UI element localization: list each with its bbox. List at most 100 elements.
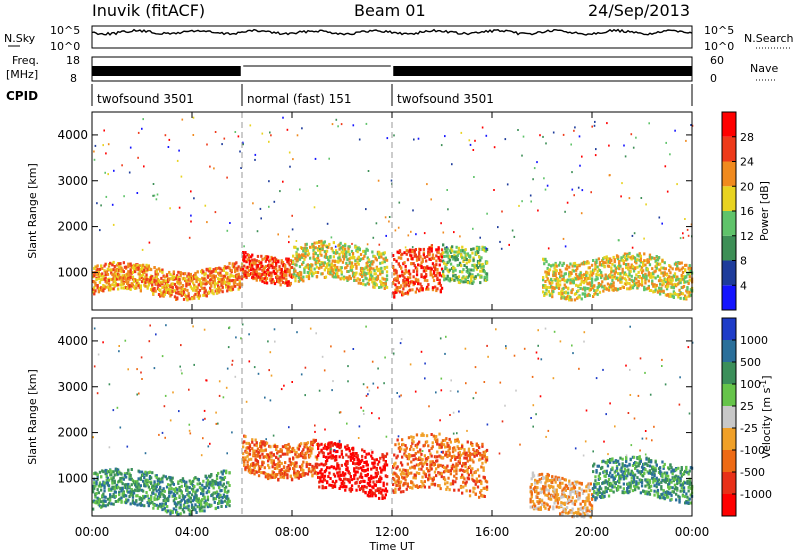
freq-right-tick-high: 60 <box>710 54 724 67</box>
xtick-label-0: 00:00 <box>75 525 110 539</box>
power-cbar-label-3: 16 <box>740 205 754 218</box>
power-cbar-seg-5 <box>722 161 736 187</box>
power-marks <box>92 112 694 310</box>
power-colorbar-label: Power [dB] <box>758 181 771 241</box>
xtick-label-1: 04:00 <box>175 525 210 539</box>
power-cbar-seg-7 <box>722 112 736 137</box>
power-ylabel: Slant Range [km] <box>26 163 39 259</box>
power-band-0 <box>92 260 244 302</box>
velocity-colorbar: 1000 500 100 25 -25 -100 -500 -1000 <box>721 317 772 517</box>
freq-left-tick-low: 8 <box>70 72 77 85</box>
freq-strip: 18 8 60 0 Freq. [MHz] Nave <box>6 54 778 85</box>
cpid-segment-label-0: twofsound 3501 <box>97 92 194 106</box>
freq-label-line2: [MHz] <box>6 68 38 81</box>
freq-left-tick-high: 18 <box>66 54 80 67</box>
time-xlabel: Time UT <box>368 540 414 553</box>
velocity-ytick-label-1: 2000 <box>57 426 88 440</box>
velocity-cbar-label-5: -100 <box>740 444 765 457</box>
noise-left-tick-low: 10^0 <box>50 40 80 53</box>
velocity-cbar-seg-6 <box>722 362 736 384</box>
cpid-row: twofsound 3501 normal (fast) 151 twofsound… <box>91 84 693 106</box>
velocity-band-5 <box>592 455 694 505</box>
noise-trace <box>91 28 693 36</box>
power-speckle <box>93 116 694 251</box>
cpid-label: CPID <box>6 89 38 103</box>
power-y-axis: 1000 2000 3000 4000 <box>57 128 692 279</box>
station-title: Inuvik (fitACF) <box>92 1 205 20</box>
power-ytick-label-2: 3000 <box>57 174 88 188</box>
velocity-cbar-label-4: -25 <box>740 422 758 435</box>
cpid-segment-label-1: normal (fast) 151 <box>247 92 351 106</box>
noise-left-tick-high: 10^5 <box>50 24 80 37</box>
velocity-cbar-label-3: 25 <box>740 400 754 413</box>
freq-block-0 <box>92 66 241 76</box>
power-cbar-label-1: 8 <box>740 255 747 268</box>
velocity-cbar-seg-3 <box>722 428 736 450</box>
power-ytick-label-1: 2000 <box>57 220 88 234</box>
nave-label: Nave <box>750 62 778 75</box>
velocity-cbar-seg-7 <box>722 340 736 362</box>
power-band-2 <box>292 239 389 290</box>
power-cbar-seg-4 <box>722 186 736 211</box>
nsearch-label: N.Search <box>744 32 794 45</box>
velocity-panel: 1000 2000 3000 4000 Slant Range [km] 1000 50… <box>26 112 773 553</box>
power-cbar-label-4: 20 <box>740 180 754 193</box>
velocity-y-axis: 1000 2000 3000 4000 <box>57 334 692 485</box>
velocity-cbar-seg-5 <box>722 384 736 406</box>
xtick-label-2: 08:00 <box>275 525 310 539</box>
xtick-label-3: 12:00 <box>375 525 410 539</box>
date-title: 24/Sep/2013 <box>588 1 690 20</box>
power-ytick-label-0: 1000 <box>57 265 88 279</box>
velocity-band-0 <box>92 467 231 517</box>
noise-strip-frame <box>91 25 693 49</box>
velocity-band-1 <box>242 434 319 482</box>
velocity-cbar-label-7: -1000 <box>740 488 772 501</box>
velocity-ytick-label-2: 3000 <box>57 380 88 394</box>
power-cbar-label-5: 24 <box>740 156 754 169</box>
power-band-5 <box>542 251 694 302</box>
power-colorbar: 4 8 12 16 20 24 28 <box>721 111 754 311</box>
freq-label-line1: Freq. <box>12 54 39 67</box>
velocity-marks <box>92 318 694 519</box>
power-cbar-label-0: 4 <box>740 279 747 292</box>
velocity-ylabel: Slant Range [km] <box>26 369 39 465</box>
power-cbar-label-6: 28 <box>740 131 754 144</box>
power-band-4 <box>442 243 489 285</box>
xtick-label-5: 20:00 <box>575 525 610 539</box>
power-cbar-label-2: 12 <box>740 230 754 243</box>
velocity-band-4 <box>529 471 594 519</box>
velocity-colorbar-label: Velocity [m s-1] <box>759 375 774 458</box>
velocity-cbar-label-6: -500 <box>740 466 765 479</box>
freq-block-1 <box>393 66 692 76</box>
velocity-band-2 <box>317 441 389 500</box>
power-cbar-seg-2 <box>722 235 736 261</box>
noise-strip: 10^5 10^0 10^5 10^0 N.Sky N.Search <box>4 24 794 53</box>
velocity-cbar-label-1: 500 <box>740 356 761 369</box>
power-ytick-label-3: 4000 <box>57 128 88 142</box>
nsky-label: N.Sky <box>4 32 36 45</box>
velocity-cbar-label-0: 1000 <box>740 334 768 347</box>
beam-title: Beam 01 <box>354 1 426 20</box>
velocity-cbar-seg-4 <box>722 406 736 428</box>
freq-right-tick-low: 0 <box>710 72 717 85</box>
xtick-label-6: 00:00 <box>675 525 710 539</box>
velocity-band-3 <box>392 432 489 499</box>
velocity-cbar-frame <box>721 317 737 517</box>
velocity-cbar-label-2: 100 <box>740 378 761 391</box>
power-panel: 1000 2000 3000 4000 Slant Range [km] 4 8 12 16… <box>26 111 771 311</box>
cpid-segment-label-2: twofsound 3501 <box>397 92 494 106</box>
velocity-cbar-seg-8 <box>722 318 736 340</box>
velocity-cbar-seg-2 <box>722 450 736 472</box>
velocity-speckle <box>92 323 694 458</box>
time-x-axis: 00:00 04:00 08:00 12:00 16:00 20:00 00:00 <box>75 112 710 539</box>
power-cbar-seg-6 <box>722 136 736 162</box>
velocity-cbar-seg-0 <box>722 494 736 516</box>
noise-sky-line <box>91 28 693 36</box>
velocity-cbar-seg-1 <box>722 472 736 494</box>
power-cbar-seg-3 <box>722 211 736 236</box>
velocity-ytick-label-0: 1000 <box>57 471 88 485</box>
noise-right-tick-low: 10^0 <box>704 40 734 53</box>
power-cbar-seg-0 <box>722 285 736 310</box>
power-cbar-seg-1 <box>722 260 736 286</box>
